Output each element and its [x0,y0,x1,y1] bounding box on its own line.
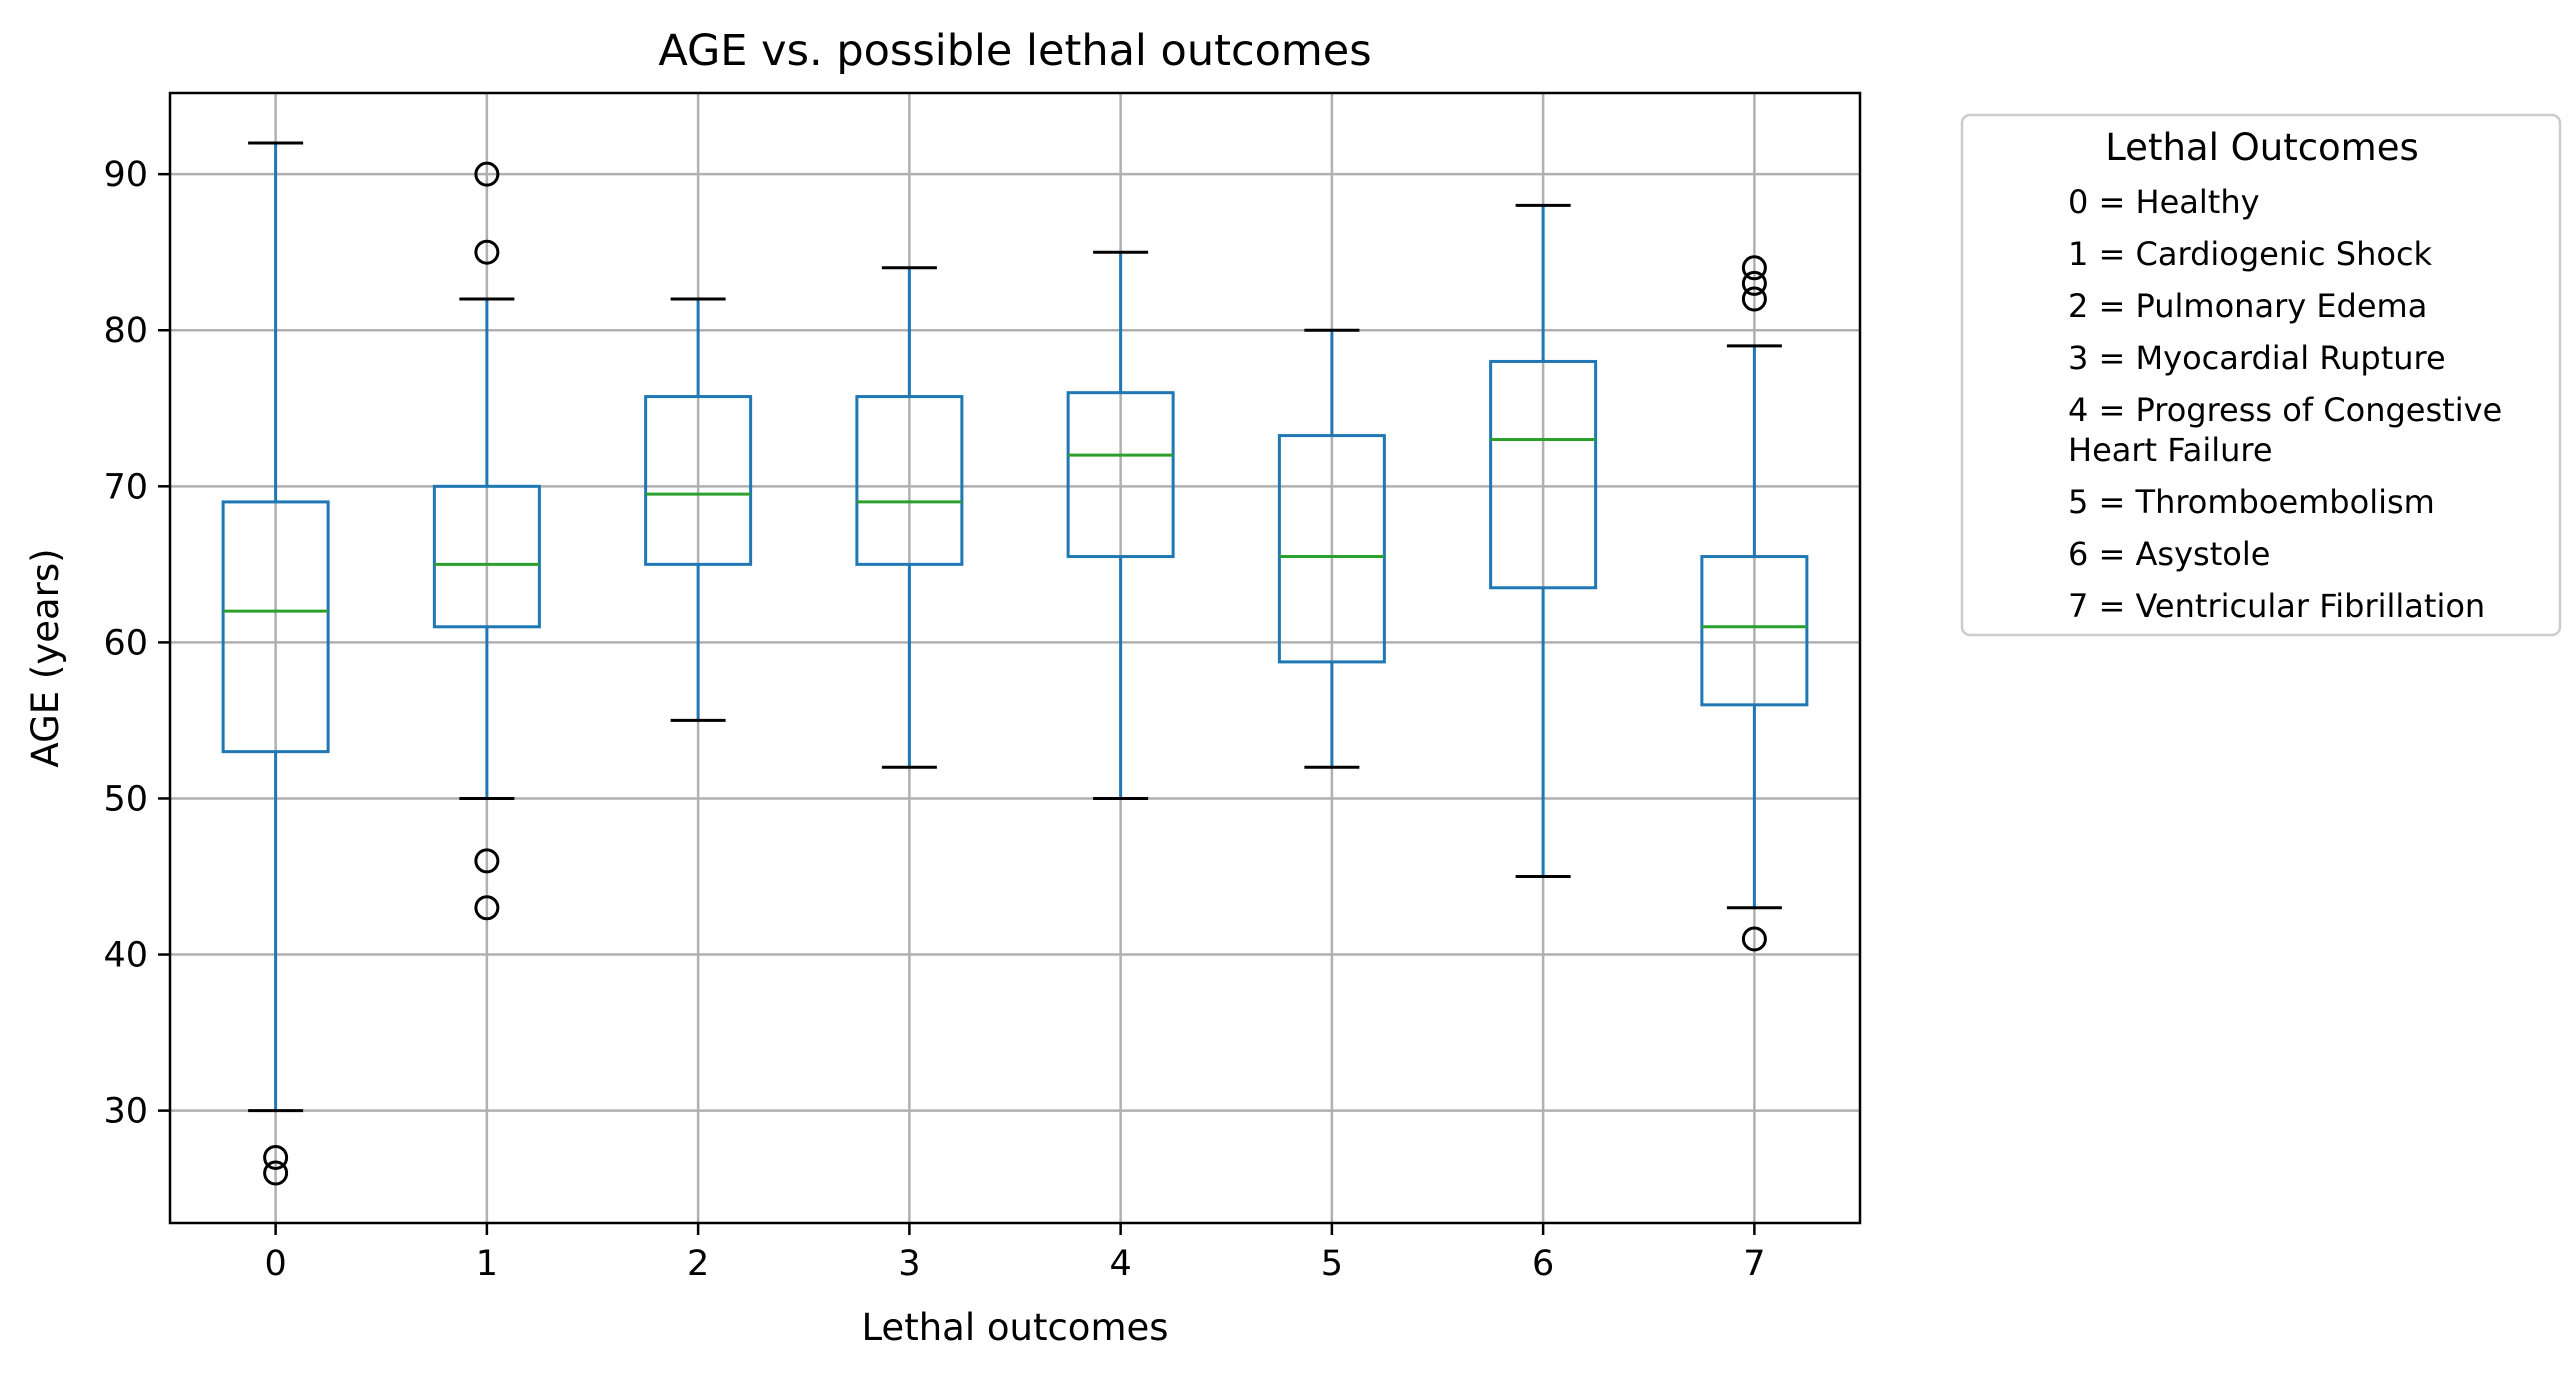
x-tick-label: 0 [264,1244,286,1284]
outlier-point [1741,926,1767,952]
outlier-point [1741,286,1767,312]
iqr-box [1066,391,1175,559]
iqr-box [855,395,964,566]
chart-title: AGE vs. possible lethal outcomes [658,26,1371,76]
x-tick-label: 5 [1321,1244,1343,1284]
outlier-point [1741,255,1767,281]
legend-entries: 0 = Healthy 1 = Cardiogenic Shock 2 = Pulm… [2068,183,2502,625]
iqr-box [644,395,753,566]
y-tick-label: 40 [103,936,148,976]
box-group-5 [1277,328,1386,769]
x-axis-label: Lethal outcomes [861,1306,1168,1349]
legend-title: Lethal Outcomes [2105,126,2419,169]
outlier-point [474,239,500,265]
box-group-7 [1700,255,1809,952]
legend-entry-0: 0 = Healthy [2068,183,2260,221]
legend-entry-6: 6 = Asystole [2068,535,2270,573]
plot-frame [168,91,1862,1225]
y-tick-label: 80 [103,311,148,351]
iqr-box [1700,555,1809,707]
x-tick-label: 3 [898,1244,920,1284]
grid-layer [170,93,1860,1223]
legend-entry-2: 2 = Pulmonary Edema [2068,287,2427,325]
legend-entry-3: 3 = Myocardial Rupture [2068,339,2446,377]
box-layer [221,141,1809,1186]
legend-entry-5: 5 = Thromboembolism [2068,483,2435,521]
y-tick-label: 70 [103,467,148,507]
box-group-3 [855,266,964,769]
legend: Lethal Outcomes 0 = Healthy 1 = Cardiogen… [1960,113,2562,637]
legend-entry-1: 1 = Cardiogenic Shock [2068,235,2433,273]
axis-layer: 30 40 50 60 70 80 90 0 1 2 3 4 5 6 7 [103,155,1765,1284]
x-tick-label: 7 [1743,1244,1765,1284]
box-group-0 [221,141,330,1186]
outlier-point [263,1160,289,1186]
iqr-box [221,500,330,754]
x-tick-label: 2 [687,1244,709,1284]
y-axis-label: AGE (years) [24,548,67,767]
y-tick-label: 90 [103,155,148,195]
iqr-box [1277,434,1386,664]
y-tick-label: 50 [103,779,148,819]
outlier-point [474,895,500,921]
outlier-point [1741,270,1767,296]
x-tick-label: 6 [1532,1244,1554,1284]
legend-entry-7: 7 = Ventricular Fibrillation [2068,587,2485,625]
x-tick-label: 4 [1109,1244,1131,1284]
y-tick-label: 60 [103,623,148,663]
box-group-2 [644,297,753,722]
outlier-point [263,1144,289,1170]
box-group-6 [1489,203,1598,879]
outlier-point [474,161,500,187]
iqr-box [1489,359,1598,590]
legend-entry-4: 4 = Progress of Congestive [2068,391,2502,429]
y-tick-label: 30 [103,1092,148,1132]
box-group-4 [1066,250,1175,800]
outlier-point [474,848,500,874]
legend-frame [1960,113,2562,637]
box-group-1 [432,161,541,921]
iqr-box [432,484,541,629]
x-tick-label: 1 [476,1244,498,1284]
legend-entry-4: Heart Failure [2068,431,2273,469]
